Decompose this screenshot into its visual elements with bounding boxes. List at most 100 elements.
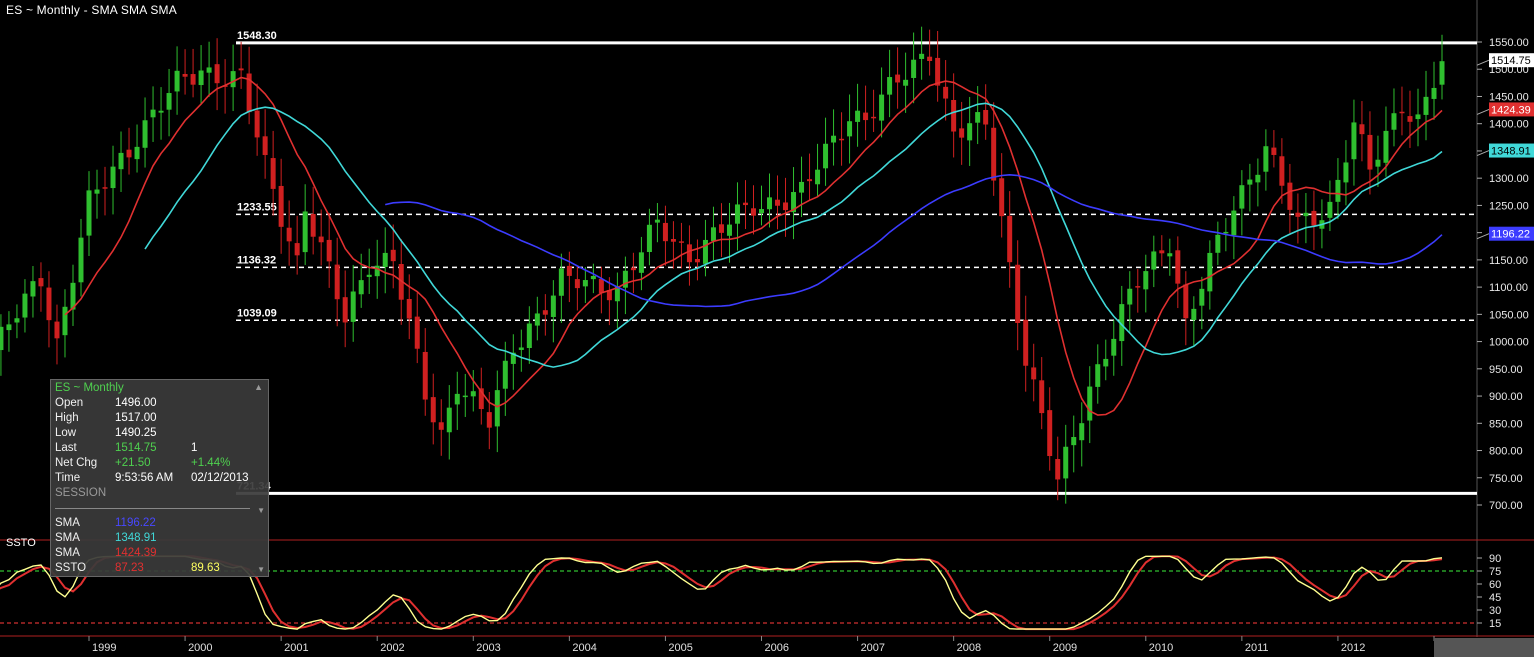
candle [342,270,348,348]
candle [30,266,36,318]
ssto-tick-label: 45 [1489,592,1501,604]
candle-body [294,243,300,256]
row-value: 1514.75 [115,442,157,454]
candle [558,253,564,323]
candle [1263,129,1269,191]
candle [694,239,700,281]
candle-body [702,239,708,264]
candle-body [1367,134,1373,170]
candle [126,127,132,175]
candle-body [382,252,388,267]
y-tick-label: 1250.00 [1489,200,1529,212]
candle [959,101,965,165]
candle [270,130,276,216]
candle-body [775,199,781,206]
data-window[interactable]: ES ~ Monthly ▲ Open 1496.00 High 1517.00 Low… [50,379,269,577]
candle [1039,357,1045,430]
candle [1271,130,1277,168]
candle-body [1127,288,1133,305]
candle [390,224,396,289]
candle-body [927,56,933,61]
candle [1255,158,1261,207]
row-value-secondary: 1 [191,442,198,454]
candle-body [1087,386,1093,421]
candle [422,328,428,416]
candle [807,153,813,201]
scroll-down-icon[interactable]: ▼ [257,565,265,574]
x-tick-label: 2004 [572,642,596,654]
candle-body [286,227,292,242]
candle [742,180,748,230]
candle-body [70,282,76,310]
row-value: 1496.00 [115,397,157,409]
candle-body [278,185,284,227]
candle-body [831,135,837,143]
data-window-row: Last 1514.75 1 [55,442,265,457]
candle-body [566,265,572,276]
candle [94,169,100,219]
candle [1215,221,1221,266]
candle-body [1023,319,1029,366]
candle [134,124,140,173]
candle-body [158,110,164,113]
candle [1199,276,1205,330]
candle [1167,238,1173,276]
candle-body [1143,271,1149,290]
candle-body [750,208,756,216]
candle-body [446,407,452,433]
candle-body [142,120,148,148]
value-tag-label: 1424.39 [1491,104,1531,116]
candle-body [1063,446,1069,479]
candle-body [1167,253,1173,257]
candle [799,156,805,218]
row-key: High [55,412,79,424]
candle-body [1415,114,1421,120]
candle [510,334,516,390]
candle-body [1007,215,1013,263]
candle [230,44,236,112]
candle [1023,295,1029,392]
candle-body [911,59,917,78]
candle [1423,70,1429,141]
candle [815,143,821,198]
y-tick-label: 1100.00 [1489,282,1528,294]
y-tick-label: 1400.00 [1489,119,1529,131]
candle-body [1119,304,1125,342]
candle-body [887,77,893,95]
collapse-icon[interactable]: ▲ [254,382,263,392]
candle-body [214,64,220,84]
candle-body [526,323,532,349]
candle [991,102,997,196]
candle-body [1351,122,1357,160]
candle [606,277,612,326]
candle-body [1335,179,1341,202]
data-window-row: SMA 1196.22 [55,517,265,532]
data-window-row: SSTO 87.23 89.63 [55,562,265,577]
tag-pointer [1476,233,1490,240]
candle [775,175,781,230]
candle [14,304,20,339]
candle [238,41,244,89]
candle-body [975,112,981,123]
candle-body [622,270,628,288]
candle-body [646,224,652,253]
candle-body [1391,113,1397,130]
candle-body [1191,308,1197,321]
candle-body [694,259,700,263]
candle [1159,235,1165,267]
row-value-secondary: +1.44% [191,457,231,469]
x-tick-label: 2008 [957,642,981,654]
candle [1375,135,1381,187]
value-tag [1489,53,1534,68]
candle [1055,436,1061,501]
candle-body [1031,367,1037,380]
candle-body [494,390,500,427]
candle [1439,34,1445,100]
candle [254,83,260,156]
scroll-down-icon[interactable]: ▼ [257,506,265,515]
candle-body [238,68,244,71]
y-tick-label: 950.00 [1489,364,1523,376]
candle-body [670,239,676,242]
candle [278,158,284,254]
time-scroll-thumb [1434,638,1534,657]
